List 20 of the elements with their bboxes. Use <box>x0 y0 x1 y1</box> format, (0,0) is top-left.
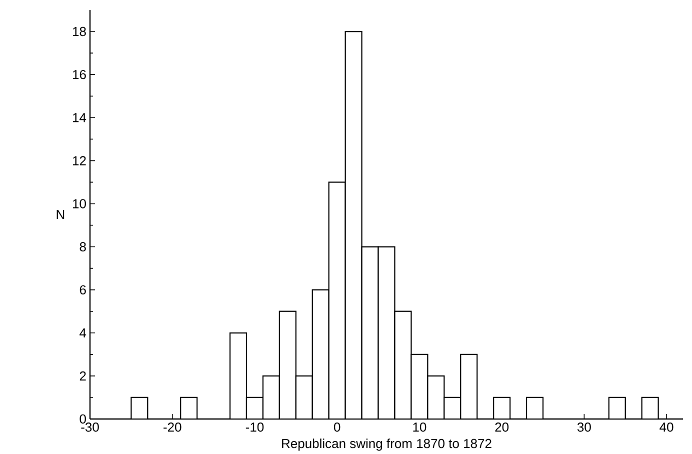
y-axis-title: N <box>56 210 64 219</box>
x-tick-label: 30 <box>577 422 591 432</box>
y-tick-label: 4 <box>80 328 86 338</box>
x-tick-label: 40 <box>660 422 674 432</box>
x-tick-label: 0 <box>334 422 340 432</box>
x-tick-label: -30 <box>81 422 99 432</box>
y-tick-label: 0 <box>80 414 86 424</box>
x-axis-title: Republican swing from 1870 to 1872 <box>282 438 492 451</box>
x-tick-label: 10 <box>413 422 426 432</box>
x-tick-label: 20 <box>495 422 509 432</box>
y-tick-label: 16 <box>72 70 86 80</box>
y-tick-label: 10 <box>72 199 86 208</box>
x-tick-label: -20 <box>164 422 182 432</box>
y-tick-label: 6 <box>80 285 86 294</box>
y-tick-label: 18 <box>72 26 86 36</box>
y-tick-label: 14 <box>72 113 86 122</box>
y-tick-label: 2 <box>80 371 86 380</box>
y-tick-label: 8 <box>80 242 86 252</box>
y-tick-label: 12 <box>72 156 86 166</box>
x-tick-label: -10 <box>246 422 264 432</box>
